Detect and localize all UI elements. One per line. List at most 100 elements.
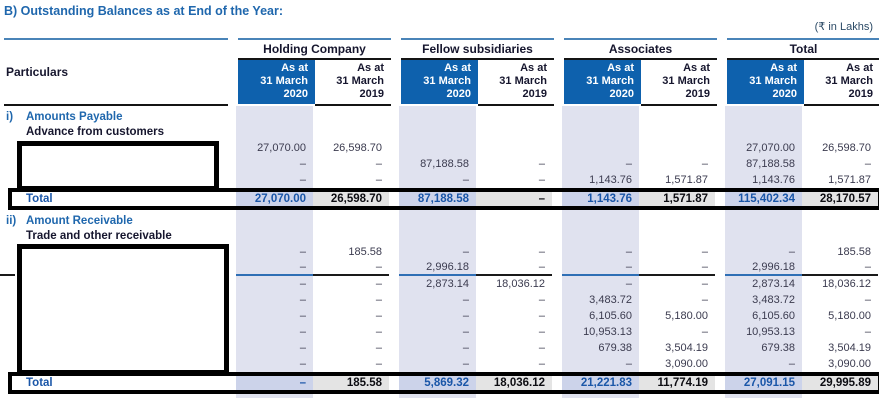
cell-total-2019: –: [802, 260, 878, 276]
cell-associates-2019: [639, 229, 715, 244]
section-heading-row: ii) Amount Receivable: [4, 214, 879, 229]
cell-fellow-2019: –: [538, 174, 545, 186]
cell-associates-2020: [562, 214, 639, 229]
section-heading: Amounts Payable: [26, 111, 123, 123]
table-row: 27,070.00 26,598.70 27,070.00 26,598.70: [4, 140, 879, 156]
cell-fellow-2019: –: [538, 246, 545, 258]
cell-fellow-2020: –: [399, 244, 476, 260]
cell-associates-2020: 6,105.60: [562, 308, 639, 324]
cell-holding-2019: 26,598.70: [313, 190, 389, 208]
section-heading: Amount Receivable: [26, 215, 133, 227]
cell-fellow-2020: [399, 140, 476, 156]
cell-holding-2020: [236, 229, 313, 244]
section-subheading-row: Trade and other receivable: [4, 229, 879, 244]
section-rows: 27,070.00 26,598.70 27,070.00 26,598.70– –87…: [4, 140, 879, 191]
cell-total-2020: 3,483.72: [725, 292, 802, 308]
header-associates-2019: As at 31 March 2019: [641, 60, 717, 106]
cell-associates-2019: 3,090.00: [665, 358, 708, 370]
total-label: Total: [26, 193, 53, 205]
cell-fellow-2019: 18,036.12: [476, 374, 552, 392]
cell-fellow-2020: –: [399, 340, 476, 356]
particulars-header: Particulars: [4, 38, 228, 106]
table-row: – – – – 6,105.60 5,180.00 6,105.60 5,180.00: [4, 308, 879, 324]
cell-associates-2019: [639, 125, 715, 140]
cell-holding-2020: [236, 106, 313, 110]
cell-associates-2020: –: [562, 244, 639, 260]
cell-total-2020: 2,873.14: [725, 276, 802, 292]
cell-holding-2020: –: [236, 260, 313, 276]
cell-total-2020: [725, 229, 802, 244]
cell-holding-2020: –: [236, 244, 313, 260]
cell-total-2019: 26,598.70: [822, 142, 871, 154]
cell-associates-2020: [562, 106, 639, 110]
table-row: – – 87,188.58 – – – 87,188.58 –: [4, 156, 879, 172]
cell-fellow-2019: –: [538, 326, 545, 338]
cell-associates-2019: [639, 392, 715, 398]
cell-total-2020: –: [725, 244, 802, 260]
cell-holding-2020: –: [236, 308, 313, 324]
cell-total-2020: 27,091.15: [725, 374, 802, 392]
cell-associates-2020: 21,221.83: [562, 374, 639, 392]
cell-associates-2020: 1,143.76: [562, 172, 639, 188]
cell-holding-2020: 27,070.00: [236, 190, 313, 208]
cell-fellow-2020: [399, 208, 476, 214]
column-group-associates: Associates As at 31 March 2020 As at 31 …: [564, 38, 717, 106]
row-label: Advance from customers: [4, 125, 226, 140]
cell-holding-2020: [236, 110, 313, 125]
cell-total-2020: 10,953.13: [725, 324, 802, 340]
cell-associates-2020: 679.38: [562, 340, 639, 356]
cell-total-2019: –: [864, 294, 871, 306]
cell-holding-2019: 185.58: [313, 374, 389, 392]
header-total-2020: As at 31 March 2020: [727, 60, 804, 106]
cell-holding-2019: –: [375, 294, 382, 306]
cell-fellow-2020: –: [399, 324, 476, 340]
cell-holding-2019: –: [313, 260, 389, 276]
section-spacer: [4, 208, 879, 214]
cell-holding-2019: –: [375, 158, 382, 170]
cell-associates-2019: 3,504.19: [665, 342, 708, 354]
table-body: i) Amounts Payable Advance from customers 2…: [0, 106, 879, 398]
cell-associates-2020: [562, 392, 639, 398]
cell-fellow-2019: [476, 110, 552, 125]
cell-total-2020: 2,996.18: [725, 260, 802, 276]
row-label: Trade and other receivable: [4, 229, 226, 244]
cell-total-2019: [802, 214, 878, 229]
cell-fellow-2019: –: [538, 158, 545, 170]
cell-holding-2019: –: [375, 278, 382, 290]
header-fellow-2019: As at 31 March 2019: [478, 60, 554, 106]
cell-fellow-2020: 2,996.18: [399, 260, 476, 276]
cell-holding-2020: –: [236, 374, 313, 392]
cell-associates-2019: –: [701, 278, 708, 290]
cell-associates-2020: [562, 140, 639, 156]
cell-associates-2019: –: [701, 294, 708, 306]
cell-holding-2020: –: [236, 276, 313, 292]
section-subheading-row: Advance from customers: [4, 125, 879, 140]
group-label-holding-company: Holding Company: [238, 38, 391, 60]
cell-total-2019: 5,180.00: [828, 310, 871, 322]
section-index: i): [6, 111, 14, 123]
cell-fellow-2019: [476, 229, 552, 244]
cell-fellow-2020: –: [399, 356, 476, 372]
row-label: i) Amounts Payable: [4, 110, 226, 125]
cell-associates-2020: [562, 229, 639, 244]
cell-associates-2020: 10,953.13: [562, 324, 639, 340]
cell-holding-2019: [313, 214, 389, 229]
total-row: Total –185.58 5,869.32 18,036.12 21,221.83 11…: [4, 372, 879, 394]
table-row: – – – – 10,953.13 – 10,953.13 –: [4, 324, 879, 340]
header-total-2019: As at 31 March 2019: [804, 60, 879, 106]
cell-total-2020: 679.38: [725, 340, 802, 356]
cell-total-2020: 115,402.34: [725, 190, 802, 208]
cell-holding-2019: –: [375, 342, 382, 354]
cell-associates-2020: [562, 125, 639, 140]
cell-fellow-2019: [476, 392, 552, 398]
table-row: – – 2,873.14 18,036.12 – – 2,873.14 18,036.12: [4, 276, 879, 292]
section-index: ii): [6, 215, 17, 227]
cell-associates-2020: 1,143.76: [562, 190, 639, 208]
cell-total-2019: 3,504.19: [828, 342, 871, 354]
header-fellow-2020: As at 31 March 2020: [401, 60, 478, 106]
cell-fellow-2019: [476, 125, 552, 140]
cell-total-2019: 3,090.00: [828, 358, 871, 370]
table-row: – –2,996.18– – –2,996.18–: [0, 260, 879, 276]
cell-associates-2020: [562, 110, 639, 125]
